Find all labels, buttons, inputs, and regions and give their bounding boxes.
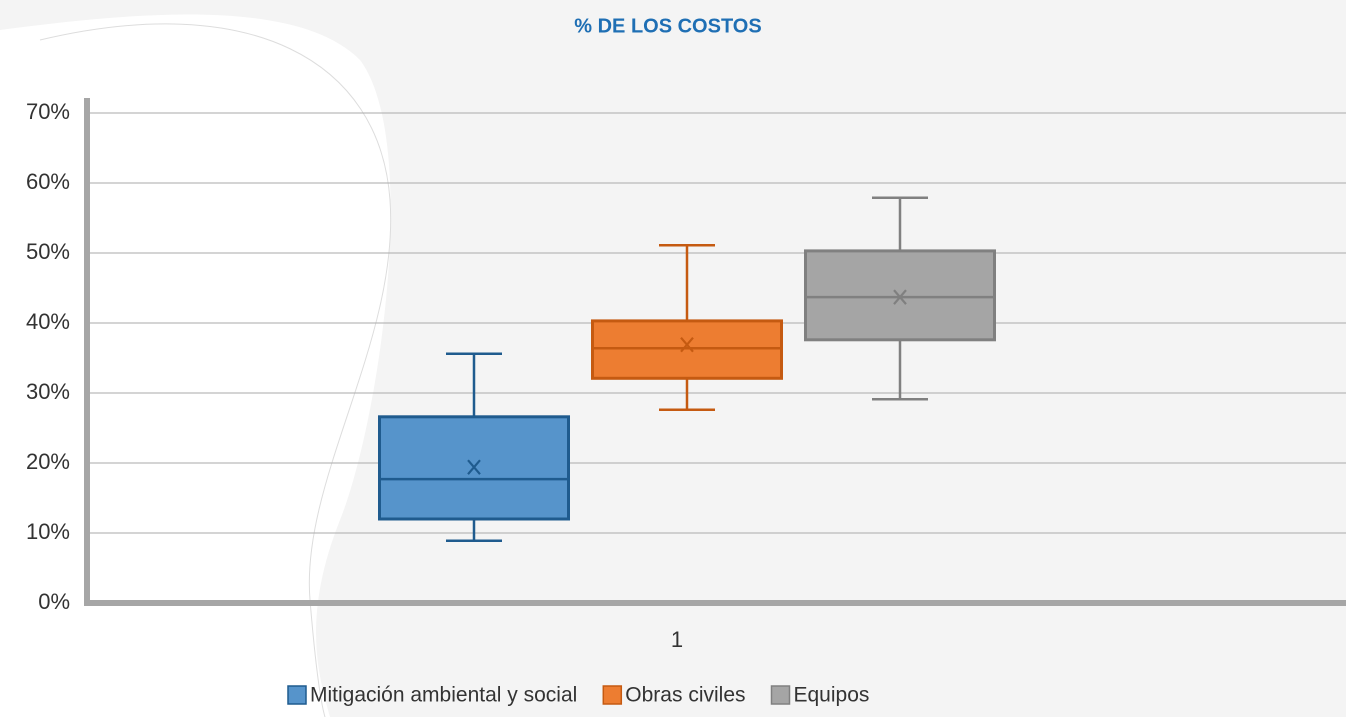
legend-swatch: [602, 685, 623, 705]
legend-label: Mitigación ambiental y social: [310, 684, 577, 707]
legend-swatch: [770, 685, 791, 705]
background-curve: [39, 23, 392, 717]
y-tick-label: 40%: [26, 309, 70, 334]
box: [591, 319, 783, 380]
mean-marker: [893, 289, 907, 305]
y-tick-label: 30%: [26, 379, 70, 404]
legend-swatch: [287, 685, 307, 705]
legend-label: Obras civiles: [625, 684, 745, 707]
y-tick-label: 60%: [26, 169, 70, 194]
x-tick-label: 1: [671, 627, 683, 652]
y-tick-label: 50%: [26, 239, 70, 264]
box: [804, 249, 996, 342]
chart-title: % DE LOS COSTOS: [574, 15, 761, 37]
y-tick-label: 0%: [38, 589, 70, 614]
mean-marker: [467, 459, 481, 475]
legend-label: Equipos: [794, 684, 870, 707]
y-tick-label: 10%: [26, 519, 70, 544]
mean-marker: [680, 336, 694, 353]
y-tick-label: 20%: [26, 449, 70, 474]
background-shape: [0, 14, 391, 717]
y-tick-label: 70%: [26, 99, 70, 124]
